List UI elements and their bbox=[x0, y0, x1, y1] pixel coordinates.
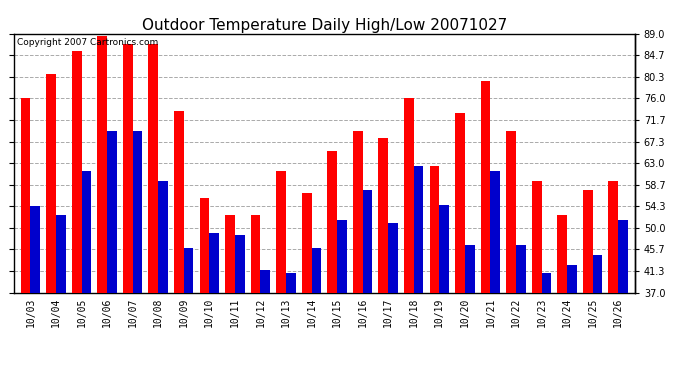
Bar bbox=[132, 131, 142, 292]
Bar bbox=[30, 206, 40, 292]
Bar bbox=[465, 245, 475, 292]
Bar bbox=[225, 215, 235, 292]
Bar bbox=[302, 193, 311, 292]
Bar bbox=[46, 74, 56, 292]
Bar bbox=[618, 220, 628, 292]
Bar bbox=[353, 131, 363, 292]
Text: Copyright 2007 Cartronics.com: Copyright 2007 Cartronics.com bbox=[17, 38, 158, 46]
Bar bbox=[286, 273, 296, 292]
Bar bbox=[414, 166, 424, 292]
Bar bbox=[21, 99, 30, 292]
Bar bbox=[609, 180, 618, 292]
Bar bbox=[209, 233, 219, 292]
Bar bbox=[567, 265, 577, 292]
Bar bbox=[440, 206, 449, 292]
Bar bbox=[72, 51, 81, 292]
Bar bbox=[506, 131, 516, 292]
Bar bbox=[593, 255, 602, 292]
Bar bbox=[235, 235, 244, 292]
Bar bbox=[532, 180, 542, 292]
Bar bbox=[379, 138, 388, 292]
Bar bbox=[184, 248, 193, 292]
Bar bbox=[81, 171, 91, 292]
Bar bbox=[327, 151, 337, 292]
Bar bbox=[174, 111, 184, 292]
Title: Outdoor Temperature Daily High/Low 20071027: Outdoor Temperature Daily High/Low 20071… bbox=[141, 18, 507, 33]
Bar bbox=[388, 223, 398, 292]
Bar bbox=[158, 180, 168, 292]
Bar bbox=[311, 248, 322, 292]
Bar bbox=[404, 99, 414, 292]
Bar bbox=[363, 190, 373, 292]
Bar bbox=[148, 44, 158, 292]
Bar bbox=[107, 131, 117, 292]
Bar bbox=[491, 171, 500, 292]
Bar bbox=[276, 171, 286, 292]
Bar bbox=[430, 166, 440, 292]
Bar bbox=[56, 215, 66, 292]
Bar bbox=[583, 190, 593, 292]
Bar bbox=[516, 245, 526, 292]
Bar bbox=[199, 198, 209, 292]
Bar bbox=[558, 215, 567, 292]
Bar bbox=[260, 270, 270, 292]
Bar bbox=[337, 220, 347, 292]
Bar bbox=[542, 273, 551, 292]
Bar bbox=[250, 215, 260, 292]
Bar bbox=[97, 36, 107, 292]
Bar bbox=[455, 113, 465, 292]
Bar bbox=[481, 81, 491, 292]
Bar bbox=[123, 44, 132, 292]
